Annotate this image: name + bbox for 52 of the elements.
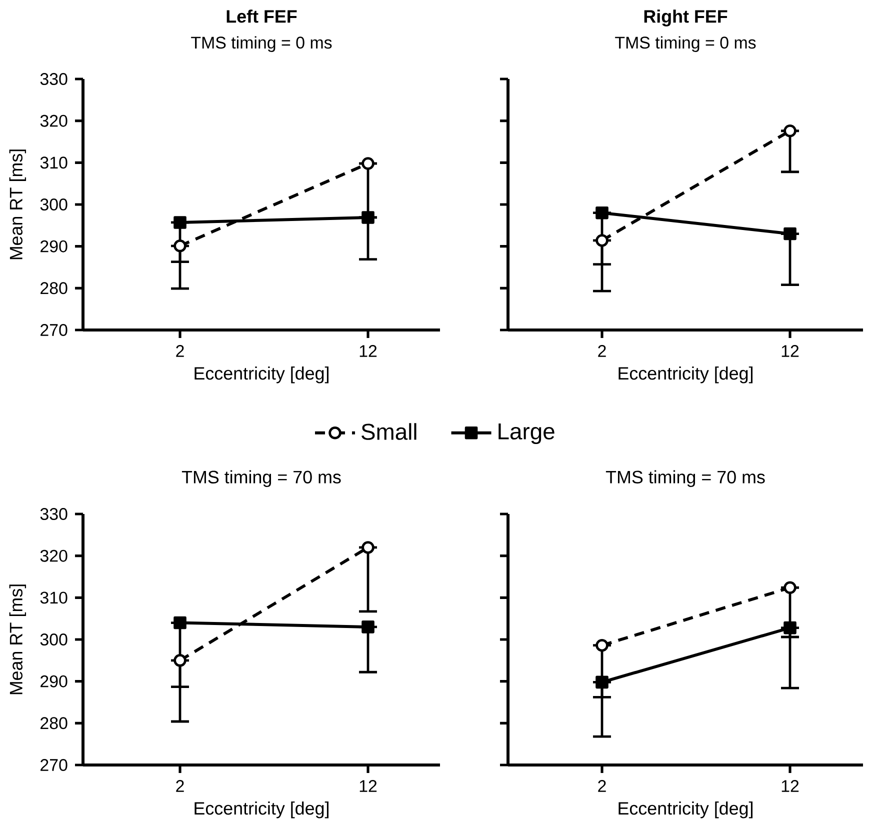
x-tick-label: 12 xyxy=(782,780,799,792)
x-tick-label: 2 xyxy=(598,345,606,357)
chart-title: TMS timing = 70 ms xyxy=(182,470,341,488)
chart-title: Right FEF xyxy=(644,10,728,26)
x-axis-title: Eccentricity [deg] xyxy=(618,366,752,384)
x-tick-label: 2 xyxy=(598,780,606,792)
point xyxy=(596,638,608,652)
x-tick-label: 12 xyxy=(360,780,377,792)
y-tick-label: 290 xyxy=(40,240,68,252)
y-tick-label: 310 xyxy=(40,592,68,604)
point xyxy=(784,581,796,594)
y-tick-label: 280 xyxy=(40,717,68,730)
y-tick-label: 300 xyxy=(40,198,68,210)
point xyxy=(784,621,796,634)
legend-label: Small xyxy=(362,423,416,440)
point xyxy=(784,124,796,138)
chart-subtitle: TMS timing = 0 ms xyxy=(191,36,332,52)
x-tick-label: 12 xyxy=(782,345,799,357)
x-axis-title: Eccentricity [deg] xyxy=(194,366,328,384)
x-tick-label: 2 xyxy=(176,345,184,357)
point xyxy=(596,234,608,247)
point xyxy=(174,616,186,630)
point xyxy=(174,216,186,229)
point xyxy=(174,240,186,252)
y-tick-label: 320 xyxy=(40,114,68,127)
chart-subtitle: TMS timing = 0 ms xyxy=(615,36,756,52)
legend-label: Large xyxy=(498,424,554,444)
x-axis-title: Eccentricity [deg] xyxy=(618,802,752,818)
y-tick-label: 330 xyxy=(40,508,68,520)
y-tick-label: 290 xyxy=(40,675,68,688)
point xyxy=(596,206,608,220)
point xyxy=(784,227,796,240)
x-tick-label: 12 xyxy=(360,345,377,357)
chart-title: TMS timing = 70 ms xyxy=(606,470,765,488)
x-tick-label: 2 xyxy=(176,780,184,792)
y-tick-label: 320 xyxy=(40,550,68,562)
x-axis-title: Eccentricity [deg] xyxy=(194,802,328,818)
point xyxy=(174,654,186,667)
y-axis-title: Mean RT [ms] xyxy=(9,584,26,694)
y-tick-label: 310 xyxy=(40,156,68,169)
y-tick-label: 270 xyxy=(40,324,68,336)
point xyxy=(362,211,374,224)
point xyxy=(596,676,608,689)
y-axis-title: Mean RT [ms] xyxy=(9,150,26,260)
point xyxy=(362,541,374,554)
y-tick-label: 280 xyxy=(40,282,68,294)
chart-title: Left FEF xyxy=(226,10,297,23)
point xyxy=(362,620,374,634)
y-tick-label: 300 xyxy=(40,634,68,646)
y-tick-label: 270 xyxy=(40,759,68,771)
y-tick-label: 330 xyxy=(40,73,68,85)
point xyxy=(362,157,374,170)
